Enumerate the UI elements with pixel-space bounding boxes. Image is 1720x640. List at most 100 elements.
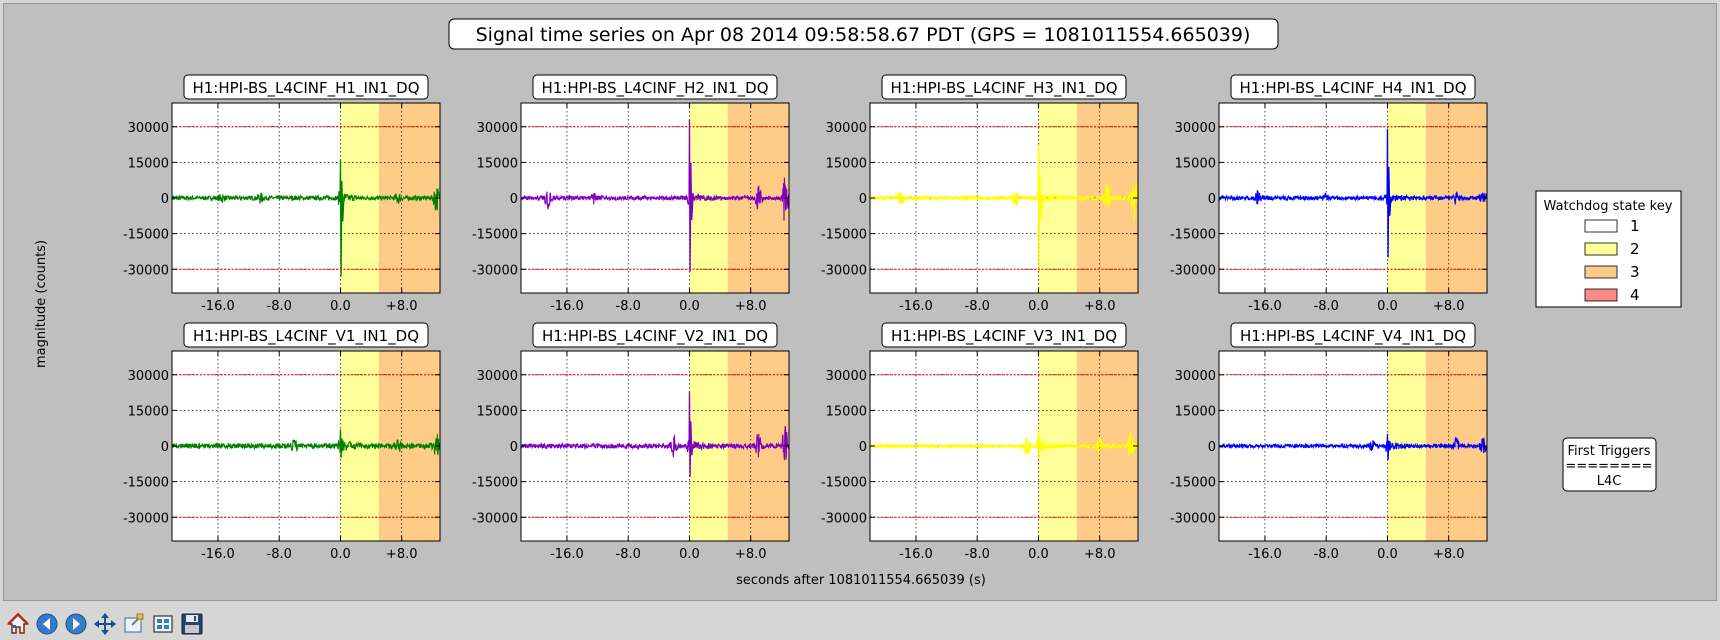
y-tick-label: 0 (510, 192, 518, 207)
subplot-title: H1:HPI-BS_L4CINF_H4_IN1_DQ (1239, 79, 1466, 98)
y-tick-label: 30000 (477, 121, 518, 136)
panels-group: -16.0 -8.0 0.0 +8.0 30000 15000 0 -15000 -30000 H… (123, 74, 1488, 562)
home-button[interactable] (4, 610, 30, 636)
subplot-title: H1:HPI-BS_L4CINF_H3_IN1_DQ (890, 79, 1117, 98)
x-axis-label: seconds after 1081011554.665039 (s) (736, 573, 986, 588)
subplot-title-box (183, 74, 429, 100)
subplot-title-box (532, 322, 778, 348)
x-tick-label: +8.0 (1433, 299, 1465, 314)
legend-entries: 1 2 3 4 (1584, 217, 1640, 304)
y-tick-label: 0 (1208, 192, 1216, 207)
trigger-spike (339, 429, 345, 458)
x-tick-label: -16.0 (899, 299, 933, 314)
subplot: -16.0 -8.0 0.0 +8.0 30000 15000 0 -15000 -30000 H… (821, 74, 1139, 314)
y-tick-label: -15000 (123, 476, 169, 491)
subplot-title-box (1230, 322, 1476, 348)
arrow-right-icon (65, 613, 87, 635)
signal-trace (171, 433, 441, 456)
first-triggers-box: First Triggers ======== L4C (1562, 437, 1657, 492)
subplot-title: H1:HPI-BS_L4CINF_H1_IN1_DQ (192, 79, 419, 98)
figure-title: Signal time series on Apr 08 2014 09:58:… (476, 24, 1251, 46)
forward-button[interactable] (62, 610, 88, 636)
home-icon (7, 612, 29, 634)
x-tick-label: -16.0 (1248, 547, 1282, 562)
figure-svg: Signal time series on Apr 08 2014 09:58:… (34, 18, 1682, 588)
y-tick-label: 15000 (826, 156, 867, 171)
y-tick-label: -15000 (472, 476, 518, 491)
y-tick-label: 15000 (826, 404, 867, 419)
y-tick-label: 15000 (1175, 156, 1216, 171)
y-tick-label: 0 (859, 192, 867, 207)
subplot-title: H1:HPI-BS_L4CINF_V1_IN1_DQ (193, 327, 419, 346)
y-tick-label: 30000 (1175, 121, 1216, 136)
arrow-left-icon (36, 613, 58, 635)
back-button[interactable] (33, 610, 59, 636)
x-tick-label: +8.0 (1084, 547, 1116, 562)
y-tick-label: -30000 (123, 263, 169, 278)
y-tick-label: 30000 (128, 369, 169, 384)
subplot-title-box (881, 322, 1127, 348)
y-tick-label: 15000 (477, 404, 518, 419)
x-tick-label: 0.0 (679, 547, 700, 562)
y-tick-label: 30000 (477, 369, 518, 384)
subplot-title: H1:HPI-BS_L4CINF_V2_IN1_DQ (542, 327, 768, 346)
signal-trace (1218, 436, 1488, 454)
y-tick-label: 15000 (477, 156, 518, 171)
trigger-spike (1037, 145, 1043, 270)
y-tick-label: 30000 (826, 121, 867, 136)
configure-subplots-button[interactable] (149, 610, 175, 636)
figure-title-box (448, 18, 1279, 50)
legend-label: 3 (1630, 263, 1640, 281)
legend-label: 4 (1630, 286, 1640, 304)
x-tick-label: 0.0 (1377, 299, 1398, 314)
x-tick-label: 0.0 (679, 299, 700, 314)
subplot-title-box (183, 322, 429, 348)
legend-label: 2 (1630, 240, 1640, 258)
subplot: -16.0 -8.0 0.0 +8.0 30000 15000 0 -15000 -30000 H… (1170, 322, 1488, 562)
x-tick-label: 0.0 (330, 299, 351, 314)
subplot: -16.0 -8.0 0.0 +8.0 30000 15000 0 -15000 -30000 H… (1170, 74, 1488, 314)
y-tick-label: -15000 (821, 476, 867, 491)
x-tick-label: +8.0 (735, 299, 767, 314)
y-tick-label: 0 (161, 440, 169, 455)
y-tick-label: -30000 (1170, 263, 1216, 278)
move-icon (94, 613, 116, 635)
subplot: -16.0 -8.0 0.0 +8.0 30000 15000 0 -15000 -30000 H… (472, 322, 790, 562)
legend-swatch-4 (1584, 288, 1618, 302)
y-tick-label: -15000 (472, 228, 518, 243)
x-tick-label: -8.0 (616, 547, 641, 562)
y-tick-label: 15000 (128, 156, 169, 171)
save-button[interactable] (178, 610, 204, 636)
x-tick-label: +8.0 (735, 547, 767, 562)
x-tick-label: -8.0 (965, 547, 990, 562)
legend-swatch-2 (1584, 242, 1618, 256)
subplot-title-box (1230, 74, 1476, 100)
first-triggers-title: First Triggers (1567, 444, 1650, 459)
y-tick-label: -30000 (821, 263, 867, 278)
y-tick-label: -30000 (1170, 511, 1216, 526)
y-tick-label: 0 (1208, 440, 1216, 455)
signal-trace (869, 183, 1139, 223)
subplot: -16.0 -8.0 0.0 +8.0 30000 15000 0 -15000 -30000 H… (123, 74, 441, 314)
subplot-title-box (881, 74, 1127, 100)
trigger-spike (339, 159, 345, 277)
y-tick-label: -15000 (821, 228, 867, 243)
signal-trace (520, 425, 790, 461)
x-tick-label: -8.0 (616, 299, 641, 314)
x-tick-label: -8.0 (267, 299, 292, 314)
legend-swatch-3 (1584, 265, 1618, 279)
x-tick-label: +8.0 (1084, 299, 1116, 314)
trigger-spike (1037, 429, 1043, 458)
signal-trace (1218, 190, 1488, 205)
subplot: -16.0 -8.0 0.0 +8.0 30000 15000 0 -15000 -30000 H… (123, 322, 441, 562)
subplots-icon (153, 615, 173, 633)
x-tick-label: +8.0 (1433, 547, 1465, 562)
x-tick-label: -8.0 (1314, 547, 1339, 562)
y-tick-label: -30000 (472, 263, 518, 278)
zoom-button[interactable] (120, 610, 146, 636)
pan-button[interactable] (91, 610, 117, 636)
x-tick-label: -8.0 (267, 547, 292, 562)
y-tick-label: -30000 (123, 511, 169, 526)
legend: Watchdog state key 1 2 3 4 (1535, 190, 1682, 308)
y-tick-label: -30000 (821, 511, 867, 526)
